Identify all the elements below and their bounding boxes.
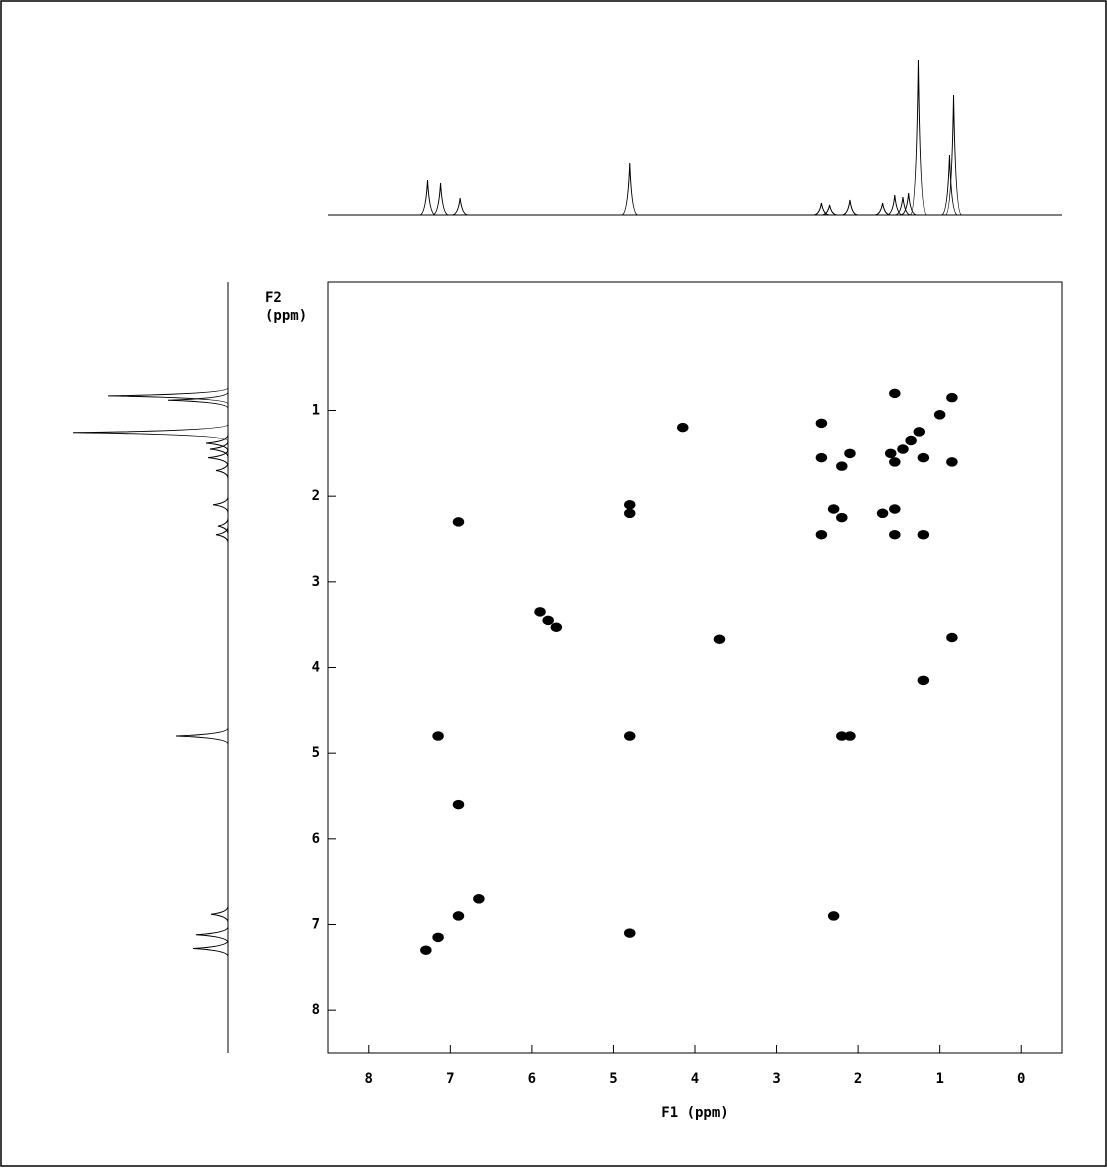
cross-peak (452, 799, 465, 810)
cross-peak (844, 731, 856, 741)
projection-peak-left (209, 440, 229, 458)
y-tick-label: 5 (312, 745, 320, 761)
projection-peak-top (874, 202, 891, 216)
y-tick-label: 8 (312, 1002, 320, 1018)
cross-peak (889, 388, 901, 399)
projection-peak-left (175, 727, 229, 745)
cross-peak (917, 675, 930, 686)
projection-peak-top (900, 192, 917, 216)
x-tick-label: 2 (854, 1071, 862, 1087)
projection-peak-top (432, 182, 449, 216)
y-tick-label: 1 (312, 403, 320, 419)
projection-peak-top (894, 196, 912, 216)
cross-peak (815, 418, 828, 429)
projection-peak-left (212, 496, 229, 513)
y-tick-label: 6 (312, 831, 320, 847)
cross-peak (534, 607, 546, 617)
cross-peak (432, 932, 444, 943)
x-tick-label: 4 (691, 1071, 699, 1087)
projection-peak-top (419, 179, 436, 216)
x-axis-label: F1 (ppm) (661, 1105, 728, 1121)
cross-peak (542, 615, 554, 626)
projection-peak-top (841, 199, 859, 216)
cross-peak (884, 448, 897, 459)
projection-peak-left (210, 906, 229, 923)
cross-peak (473, 894, 485, 904)
y-axis-label: F2 (265, 290, 282, 306)
cross-peak (815, 529, 828, 540)
projection-peak-left (217, 518, 229, 535)
cross-peak (452, 517, 465, 527)
x-tick-label: 6 (528, 1071, 536, 1087)
projection-peak-left (205, 434, 229, 452)
x-tick-label: 1 (935, 1071, 943, 1087)
cross-peak (420, 945, 432, 955)
cross-peak (905, 435, 917, 446)
projection-peak-top (621, 162, 638, 216)
projection-peak-left (107, 387, 229, 405)
x-tick-label: 0 (1017, 1071, 1025, 1087)
y-tick-label: 3 (312, 574, 320, 590)
projection-peak-top (821, 204, 838, 216)
projection-peak-left (195, 926, 229, 943)
cross-peak (713, 634, 726, 644)
cross-peak (815, 452, 828, 463)
y-tick-label: 2 (312, 488, 320, 504)
cross-peak (889, 504, 901, 514)
x-tick-label: 7 (446, 1071, 454, 1087)
cross-peak (624, 499, 636, 510)
cross-peak (897, 444, 909, 454)
y-tick-label: 4 (312, 660, 320, 676)
cross-peak (677, 422, 689, 433)
projection-peak-left (167, 391, 229, 409)
projection-peak-top (452, 197, 469, 216)
cross-peak (432, 731, 444, 741)
projection-peak-left (215, 462, 229, 479)
projection-peak-top (886, 194, 903, 216)
projection-peak-top (909, 59, 927, 216)
projection-peak-top (941, 154, 958, 216)
projection-peak-left (72, 424, 229, 442)
cross-peak (624, 928, 636, 938)
projection-peak-top (945, 94, 963, 216)
cross-peak (917, 529, 930, 540)
cross-peak (946, 392, 958, 403)
cross-peak (946, 457, 958, 467)
cross-peak (624, 508, 636, 519)
cross-peak (889, 457, 901, 467)
cross-peak (827, 504, 840, 514)
cross-peak (913, 427, 926, 437)
x-tick-label: 8 (365, 1071, 373, 1087)
cross-peak (876, 508, 889, 519)
cross-peak (917, 452, 930, 463)
cross-peak (836, 512, 848, 523)
projection-peak-top (813, 202, 830, 216)
cross-peak (889, 529, 901, 540)
cross-peak (836, 461, 848, 471)
y-axis-label: (ppm) (265, 308, 307, 324)
cross-peak (946, 632, 958, 643)
y-tick-label: 7 (312, 917, 320, 933)
cross-peak (550, 622, 563, 632)
projection-peak-left (207, 449, 229, 466)
projection-peak-left (192, 940, 229, 957)
cross-peak (827, 911, 840, 921)
cross-peak (624, 731, 636, 741)
cross-peak (933, 410, 946, 420)
x-tick-label: 3 (772, 1071, 780, 1087)
cross-peak (452, 911, 465, 921)
cross-peak (844, 448, 856, 459)
x-tick-label: 5 (609, 1071, 617, 1087)
